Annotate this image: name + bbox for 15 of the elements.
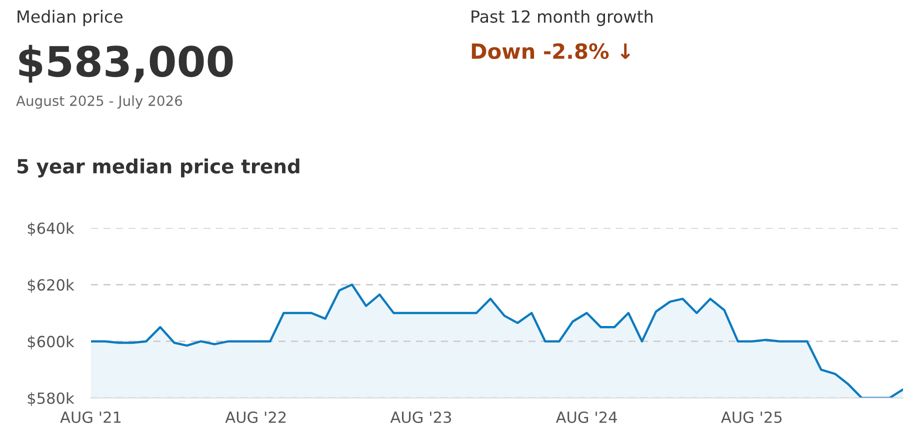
x-tick-label: AUG '21: [60, 411, 121, 424]
x-tick-label: AUG '22: [225, 411, 286, 424]
text: Down -2.8% ↓: [472, 43, 630, 60]
y-tick-label: $600k: [28, 336, 74, 350]
y-tick-label: $620k: [28, 278, 74, 293]
y-tick-label: $580k: [28, 392, 74, 406]
text: August 2025 - July 2026: [16, 95, 182, 109]
x-tick-label: AUG '25: [721, 411, 782, 424]
text: Past 12 month growth: [472, 10, 652, 26]
chart-title: 5 year median price trend: [18, 158, 300, 178]
x-tick-label: AUG '24: [556, 411, 617, 424]
y-tick-label: $640k: [28, 222, 74, 236]
text: Median price: [18, 10, 123, 26]
x-tick-label: AUG '23: [390, 411, 451, 424]
text: $583,000: [19, 44, 233, 83]
